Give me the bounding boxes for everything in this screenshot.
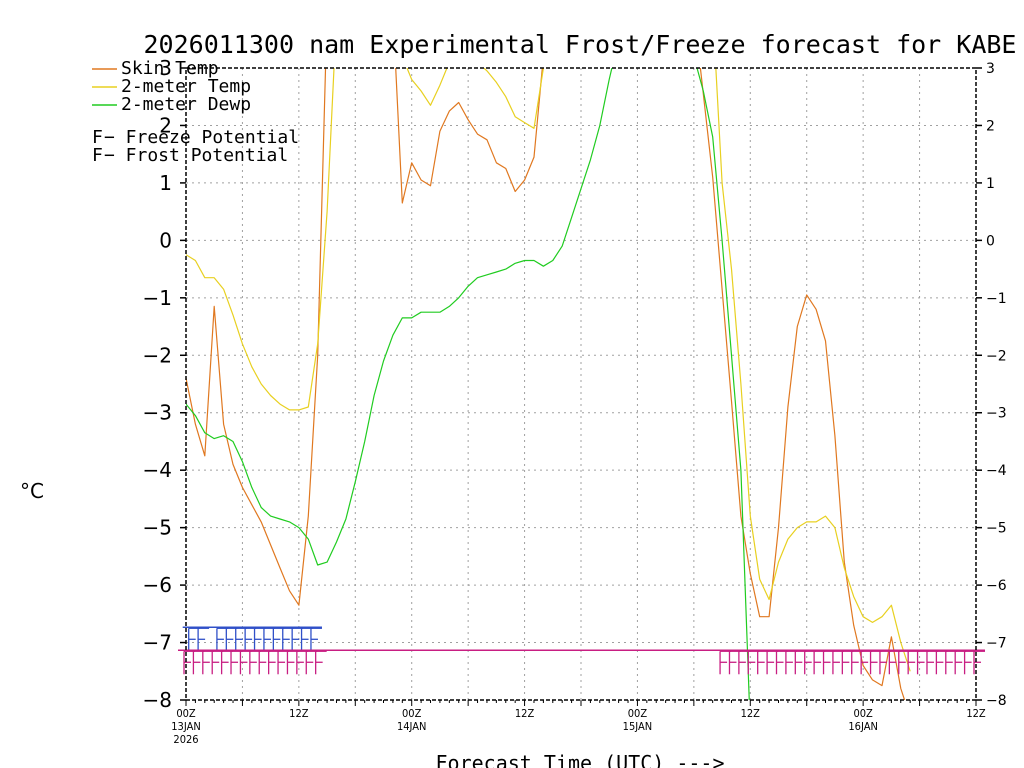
legend-entry: 2-meter Dewp — [121, 94, 251, 115]
legend-potential-label: − Frost Potential — [104, 145, 288, 166]
y-tick-label-right: 3 — [986, 61, 995, 77]
x-tick-label: 00Z — [628, 707, 648, 720]
y-tick-label-right: −8 — [986, 693, 1007, 709]
y-tick-label-right: −4 — [986, 463, 1007, 479]
x-tick-date: 15JAN — [623, 720, 652, 733]
x-tick-label: 12Z — [515, 707, 535, 720]
x-axis-label: Forecast Time (UTC) ---> — [436, 751, 725, 768]
y-tick-label-right: −3 — [986, 406, 1007, 422]
series-layer — [186, 68, 911, 700]
x-tick-date: 14JAN — [397, 720, 426, 733]
potential-marks-layer — [178, 626, 985, 675]
x-tick-label: 00Z — [402, 707, 422, 720]
y-tick-label-left: −2 — [143, 343, 172, 367]
x-tick-label: 12Z — [289, 707, 309, 720]
y-tick-label-left: −5 — [143, 516, 172, 540]
y-tick-label-left: 2 — [159, 113, 172, 137]
y-tick-label-right: 0 — [986, 233, 995, 249]
y-tick-label-left: 3 — [159, 56, 172, 80]
legend-potential-glyph: F — [92, 127, 103, 148]
series-line-skin-temp — [186, 68, 906, 700]
x-tick-label: 00Z — [176, 707, 196, 720]
x-tick-label: 00Z — [853, 707, 873, 720]
y-tick-label-right: 2 — [986, 118, 995, 134]
y-tick-label-left: −4 — [143, 458, 172, 482]
y-tick-label-left: −7 — [143, 631, 172, 655]
y-tick-label-right: −1 — [986, 291, 1007, 307]
x-tick-label: 12Z — [741, 707, 761, 720]
x-tick-date: 16JAN — [848, 720, 877, 733]
y-tick-label-left: −8 — [143, 688, 172, 712]
legend-potential-glyph: F — [92, 145, 103, 166]
chart-title: 2026011300 nam Experimental Frost/Freeze… — [144, 30, 1017, 59]
series-line-2-meter-dewp — [186, 68, 750, 700]
x-tick-label: 12Z — [966, 707, 986, 720]
y-tick-label-left: −3 — [143, 401, 172, 425]
y-tick-label-right: −5 — [986, 521, 1007, 537]
y-tick-label-right: −7 — [986, 636, 1007, 652]
legend-entry: 2-meter Temp — [121, 76, 251, 97]
y-tick-label-right: −2 — [986, 348, 1007, 364]
y-tick-label-right: 1 — [986, 176, 995, 192]
y-tick-label-left: 1 — [159, 171, 172, 195]
y-axis-left: 3 2 1 0 −1 −2 −3 −4 −5 −6 −7 −8 — [143, 56, 186, 712]
y-axis-label: °C — [20, 479, 44, 503]
x-tick-year: 2026 — [173, 733, 198, 746]
plot-frame — [185, 67, 977, 701]
y-axis-right: 3 2 1 0 −1 −2 −3 −4 −5 −6 −7 −8 — [976, 61, 1007, 709]
legend-potential-label: − Freeze Potential — [104, 127, 299, 148]
series-line-2-meter-temp — [186, 68, 911, 672]
y-tick-label-left: 0 — [159, 228, 172, 252]
x-tick-date: 13JAN — [171, 720, 200, 733]
y-tick-label-left: −6 — [143, 573, 172, 597]
y-tick-label-right: −6 — [986, 578, 1007, 594]
y-tick-label-left: −1 — [143, 286, 172, 310]
legend-entry: Skin Temp — [121, 58, 219, 79]
